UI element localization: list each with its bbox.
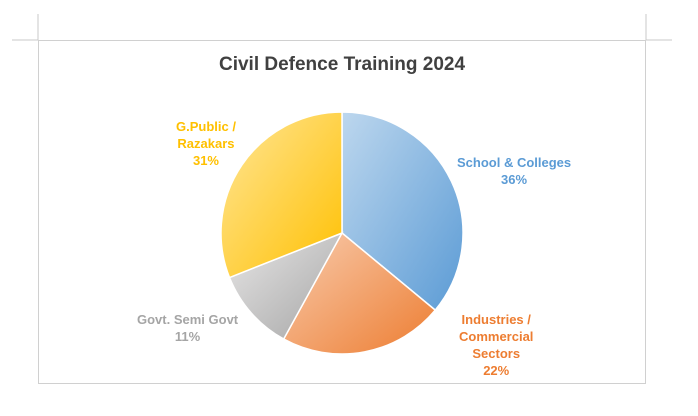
- slice-label-line: School & Colleges: [457, 155, 572, 170]
- chart-area: Civil Defence Training 2024 School & Col…: [38, 40, 646, 384]
- slice-percent: 31%: [192, 153, 219, 168]
- slice-percent: 11%: [174, 329, 201, 344]
- slice-label-gpublic-razakars: G.Public / Razakars 31%: [176, 118, 236, 169]
- slice-label-line: Industries /: [461, 312, 531, 327]
- slice-label-line: Govt. Semi Govt: [137, 312, 239, 327]
- slice-label-govt-semi-govt: Govt. Semi Govt 11%: [137, 311, 238, 345]
- slice-percent: 22%: [483, 363, 510, 378]
- pie-slice-industries-commercial-sectors: [282, 231, 437, 355]
- chart-title: Civil Defence Training 2024: [218, 54, 466, 75]
- pie-slice-govt-semi-govt: [228, 231, 344, 341]
- pie-slice-g-public-razakars: [220, 111, 343, 279]
- pie-slice-school-colleges: [341, 111, 464, 312]
- slice-label-industries: Industries / Commercial Sectors 22%: [459, 311, 533, 379]
- slice-label-line: Commercial: [459, 329, 534, 344]
- slice-label-school-colleges: School & Colleges 36%: [457, 154, 571, 188]
- slice-label-line: Razakars: [177, 136, 235, 151]
- slice-percent: 36%: [501, 172, 528, 187]
- slice-label-line: G.Public /: [176, 119, 236, 134]
- slice-label-line: Sectors: [472, 346, 521, 361]
- pie-chart: [220, 111, 464, 355]
